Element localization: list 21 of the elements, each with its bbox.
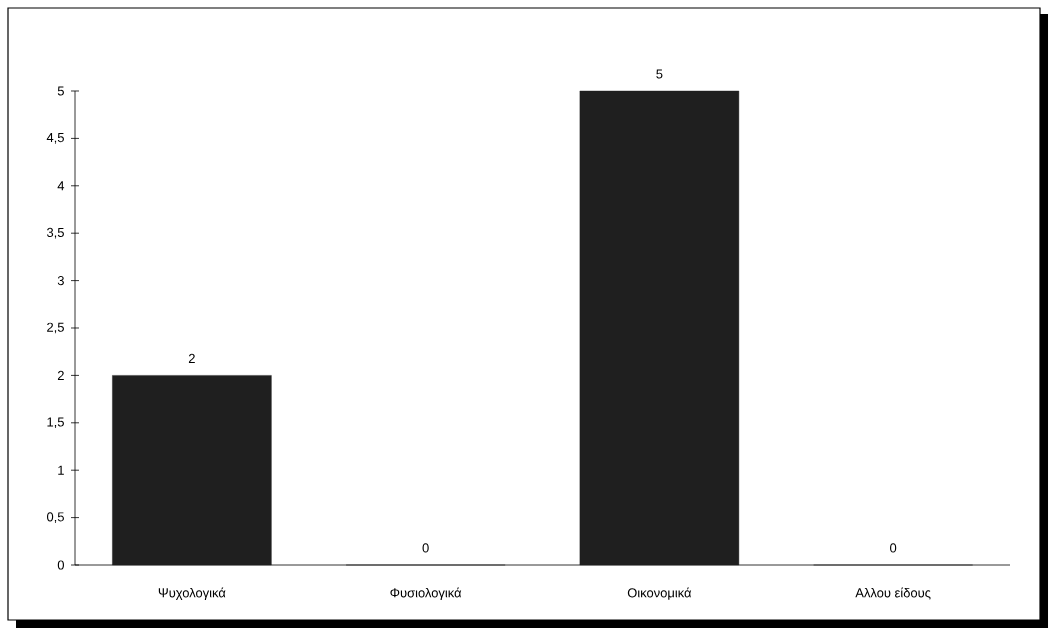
y-tick-label: 4,5 [46, 133, 64, 144]
data-label: 2 [188, 353, 195, 363]
x-tick-label: Αλλου είδους [855, 587, 931, 600]
x-tick-label: Ψυχολογικά [158, 587, 226, 600]
y-tick-label: 1 [58, 465, 64, 475]
x-tick-label: Φυσιολογικά [390, 587, 462, 600]
bar [112, 375, 272, 566]
y-tick-label: 5 [57, 86, 64, 96]
y-tick-label: 4 [57, 181, 65, 191]
y-tick-label: 0,5 [46, 512, 64, 523]
y-tick-label: 0 [57, 560, 64, 570]
data-label: 0 [890, 543, 897, 553]
y-tick-label: 2 [57, 370, 64, 380]
y-tick-label: 2,5 [47, 322, 64, 334]
x-tick-label: Οικονομικά [627, 587, 692, 600]
data-label: 5 [656, 69, 663, 79]
y-tick-label: 3 [57, 276, 64, 286]
data-label: 0 [422, 543, 429, 553]
bar [579, 90, 740, 566]
y-tick-label: 3,5 [46, 227, 64, 239]
y-tick-label: 1,5 [47, 417, 64, 429]
